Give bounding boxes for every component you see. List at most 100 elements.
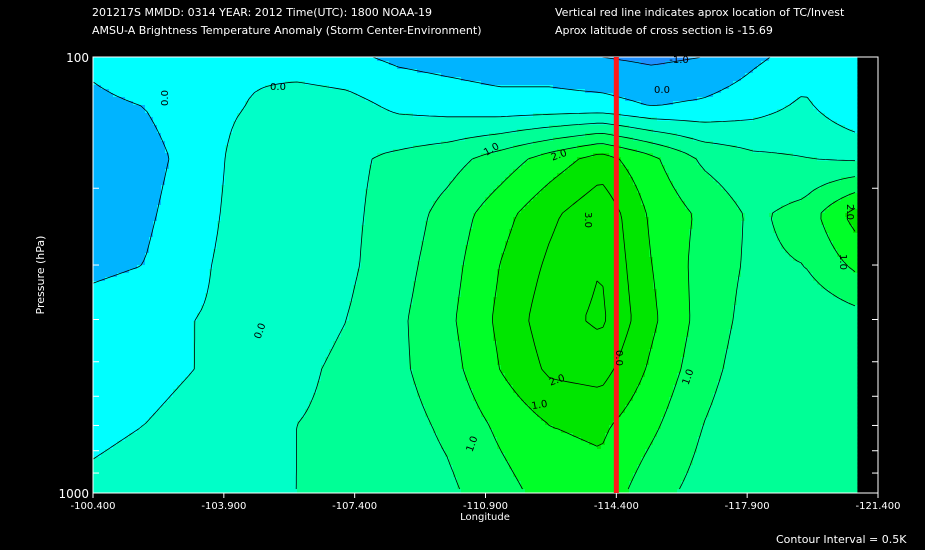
field-cell bbox=[101, 105, 105, 109]
field-cell bbox=[265, 69, 269, 73]
field-cell bbox=[133, 93, 137, 97]
field-cell bbox=[425, 85, 429, 89]
field-cell bbox=[409, 149, 413, 153]
field-cell bbox=[665, 105, 669, 109]
field-cell bbox=[561, 101, 565, 105]
field-cell bbox=[317, 117, 321, 121]
field-cell bbox=[749, 121, 753, 125]
field-cell bbox=[821, 133, 825, 137]
field-cell bbox=[101, 137, 105, 141]
field-cell bbox=[421, 85, 425, 89]
field-cell bbox=[557, 81, 561, 85]
field-cell bbox=[549, 117, 553, 121]
field-cell bbox=[333, 89, 337, 93]
field-cell bbox=[657, 145, 661, 149]
field-cell bbox=[525, 125, 529, 129]
field-cell bbox=[513, 153, 517, 157]
field-cell bbox=[177, 65, 181, 69]
field-cell bbox=[525, 57, 529, 61]
field-cell bbox=[525, 121, 529, 125]
field-cell bbox=[205, 97, 209, 101]
field-cell bbox=[369, 89, 373, 93]
field-cell bbox=[133, 121, 137, 125]
field-cell bbox=[669, 137, 673, 141]
field-cell bbox=[325, 57, 329, 61]
field-cell bbox=[189, 145, 193, 149]
field-cell bbox=[637, 133, 641, 137]
field-cell bbox=[837, 77, 841, 81]
field-cell bbox=[217, 61, 221, 65]
field-cell bbox=[409, 57, 413, 61]
field-cell bbox=[761, 153, 765, 157]
field-cell bbox=[481, 97, 485, 101]
field-cell bbox=[597, 153, 601, 157]
field-cell bbox=[133, 129, 137, 133]
field-cell bbox=[133, 77, 137, 81]
field-cell bbox=[657, 109, 661, 113]
field-cell bbox=[137, 161, 141, 165]
field-cell bbox=[813, 77, 817, 81]
field-cell bbox=[649, 113, 653, 117]
field-cell bbox=[117, 57, 121, 61]
field-cell bbox=[229, 145, 233, 149]
field-cell bbox=[377, 77, 381, 81]
field-cell bbox=[225, 125, 229, 129]
field-cell bbox=[677, 105, 681, 109]
field-cell bbox=[489, 105, 493, 109]
field-cell bbox=[213, 93, 217, 97]
field-cell bbox=[769, 141, 773, 145]
field-cell bbox=[645, 57, 649, 61]
field-cell bbox=[325, 145, 329, 149]
field-cell bbox=[393, 141, 397, 145]
field-cell bbox=[493, 57, 497, 61]
field-cell bbox=[425, 157, 429, 161]
field-cell bbox=[389, 73, 393, 77]
field-cell bbox=[425, 117, 429, 121]
field-cell bbox=[521, 73, 525, 77]
field-cell bbox=[609, 129, 613, 133]
field-cell bbox=[501, 157, 505, 161]
field-cell bbox=[385, 85, 389, 89]
field-cell bbox=[321, 121, 325, 125]
field-cell bbox=[281, 113, 285, 117]
field-cell bbox=[801, 105, 805, 109]
field-cell bbox=[589, 117, 593, 121]
field-cell bbox=[289, 145, 293, 149]
field-cell bbox=[841, 117, 845, 121]
field-cell bbox=[225, 105, 229, 109]
field-cell bbox=[477, 145, 481, 149]
field-cell bbox=[137, 61, 141, 65]
field-cell bbox=[481, 69, 485, 73]
field-cell bbox=[713, 61, 717, 65]
field-cell bbox=[473, 69, 477, 73]
field-cell bbox=[269, 145, 273, 149]
field-cell bbox=[597, 105, 601, 109]
field-cell bbox=[517, 57, 521, 61]
field-cell bbox=[829, 101, 833, 105]
field-cell bbox=[589, 125, 593, 129]
field-cell bbox=[381, 81, 385, 85]
field-cell bbox=[809, 81, 813, 85]
field-cell bbox=[377, 65, 381, 69]
field-cell bbox=[469, 149, 473, 153]
field-cell bbox=[193, 145, 197, 149]
field-cell bbox=[385, 65, 389, 69]
field-cell bbox=[265, 81, 269, 85]
field-cell bbox=[153, 77, 157, 81]
field-cell bbox=[813, 57, 817, 61]
field-cell bbox=[641, 65, 645, 69]
field-cell bbox=[825, 137, 829, 141]
field-cell bbox=[441, 121, 445, 125]
field-cell bbox=[769, 109, 773, 113]
field-cell bbox=[777, 125, 781, 129]
field-cell bbox=[97, 153, 101, 157]
field-cell bbox=[505, 101, 509, 105]
field-cell bbox=[417, 109, 421, 113]
field-cell bbox=[501, 69, 505, 73]
field-cell bbox=[181, 73, 185, 77]
field-cell bbox=[837, 57, 841, 61]
field-cell bbox=[189, 101, 193, 105]
field-cell bbox=[689, 125, 693, 129]
field-cell bbox=[301, 109, 305, 113]
field-cell bbox=[289, 133, 293, 137]
